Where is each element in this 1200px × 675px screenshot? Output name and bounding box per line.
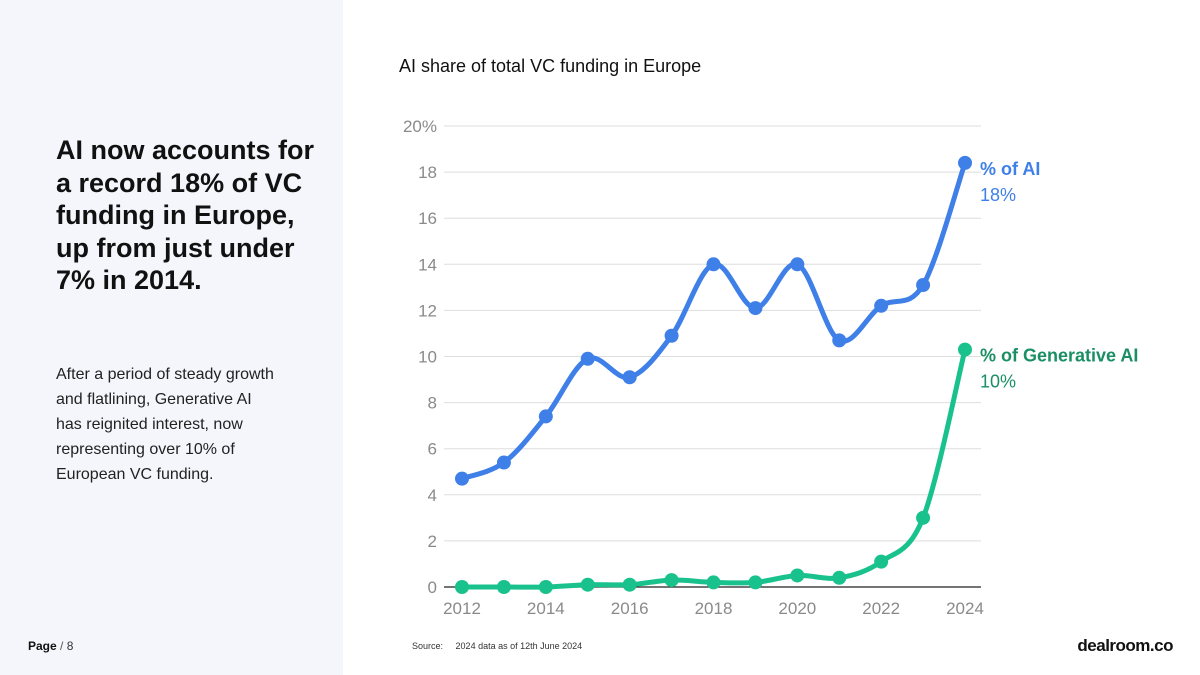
y-tick-label: 6 xyxy=(428,440,437,459)
genai-data-point xyxy=(496,580,511,594)
source-note: Source: 2024 data as of 12th June 2024 xyxy=(412,641,582,651)
page-label: Page xyxy=(28,639,57,653)
x-tick-label: 2022 xyxy=(862,599,900,618)
body-text: After a period of steady growth and flat… xyxy=(56,366,274,483)
genai-series-name: % of Generative AI xyxy=(980,346,1138,366)
genai-data-point xyxy=(874,554,889,569)
genai-data-point xyxy=(958,342,972,357)
dealroom-logo: dealroom.co xyxy=(1077,636,1173,655)
ai-data-point xyxy=(538,409,553,424)
ai-data-point xyxy=(622,370,637,385)
ai-series-name: % of AI xyxy=(980,159,1040,179)
x-tick-label: 2024 xyxy=(946,599,984,618)
source-label: Source: xyxy=(412,641,444,651)
y-tick-label: 18 xyxy=(418,163,437,182)
y-tick-label: 2 xyxy=(428,532,437,551)
y-tick-label: 16 xyxy=(418,209,437,228)
ai-data-point xyxy=(916,278,931,293)
y-tick-label: 20% xyxy=(403,117,437,136)
genai-data-point xyxy=(622,577,637,592)
page-indicator: Page / 8 xyxy=(28,639,73,653)
ai-data-point xyxy=(790,257,805,272)
genai-series-line xyxy=(459,347,968,590)
genai-data-point xyxy=(832,570,847,585)
x-tick-label: 2018 xyxy=(695,599,733,618)
y-tick-label: 4 xyxy=(428,486,437,505)
headline: AI now accounts for a record 18% of VC f… xyxy=(56,135,315,295)
ai-data-point xyxy=(832,333,847,348)
ai-data-point xyxy=(706,257,721,272)
ai-data-point xyxy=(748,301,763,316)
ai-data-point xyxy=(580,351,595,366)
genai-data-point xyxy=(748,575,763,590)
genai-data-point xyxy=(706,575,721,590)
y-tick-label: 0 xyxy=(428,578,437,597)
ai-data-point xyxy=(496,455,511,470)
chart-title: AI share of total VC funding in Europe xyxy=(399,56,702,76)
ai-data-point xyxy=(958,155,972,170)
x-tick-label: 2012 xyxy=(443,599,481,618)
y-tick-label: 10 xyxy=(418,348,437,367)
ai-data-point xyxy=(664,328,679,343)
ai-data-point xyxy=(874,298,889,313)
line-chart: 0 2 4 6 8 10 12 14 16 18 20% 2012 2014 2016 2018 2020 20… xyxy=(403,117,1138,618)
genai-series-end-value: 10% xyxy=(980,372,1016,392)
page-separator: / xyxy=(60,639,64,653)
x-tick-label: 2016 xyxy=(611,599,649,618)
source-text: 2024 data as of 12th June 2024 xyxy=(455,641,583,651)
genai-data-point xyxy=(790,568,805,583)
y-tick-label: 8 xyxy=(428,394,437,413)
page-number: 8 xyxy=(66,639,74,653)
genai-data-point xyxy=(538,580,553,594)
left-panel xyxy=(0,0,343,675)
genai-data-point xyxy=(916,510,931,525)
ai-data-point xyxy=(455,471,469,486)
genai-data-point xyxy=(580,577,595,592)
x-tick-label: 2014 xyxy=(527,599,565,618)
ai-series-end-value: 18% xyxy=(980,185,1016,205)
genai-data-point xyxy=(664,573,679,588)
genai-data-point xyxy=(455,580,469,594)
x-tick-label: 2020 xyxy=(778,599,816,618)
ai-series-line xyxy=(459,160,968,482)
y-tick-label: 12 xyxy=(418,301,437,320)
y-tick-label: 14 xyxy=(418,255,437,274)
